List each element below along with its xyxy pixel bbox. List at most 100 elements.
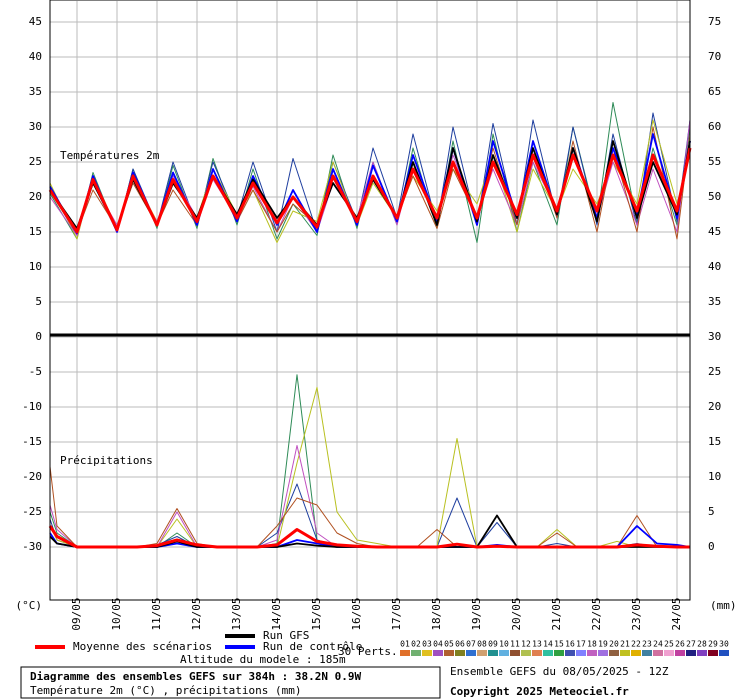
x-tick-label: 20/05 (510, 597, 523, 630)
altitude: Altitude du modele : 185m (180, 653, 346, 666)
x-tick-label: 21/05 (550, 597, 563, 630)
y-tick-label: 20 (29, 190, 42, 203)
member-label: 11 (510, 640, 520, 649)
member-label: 19 (598, 640, 608, 649)
y-tick-label: -30 (22, 540, 42, 553)
y2-tick-label: 45 (708, 225, 721, 238)
member-swatch (411, 650, 421, 656)
member-swatch (631, 650, 641, 656)
member-swatch (719, 650, 729, 656)
member-swatch (477, 650, 487, 656)
footer-subtitle: Température 2m (°C) , précipitations (mm… (30, 684, 302, 697)
member-label: 24 (653, 640, 663, 649)
y-axis-unit: (°C) (16, 599, 43, 612)
member-label: 17 (576, 640, 586, 649)
run-info: Ensemble GEFS du 08/05/2025 - 12Z (450, 665, 669, 678)
y2-tick-label: 5 (708, 505, 715, 518)
member-label: 10 (499, 640, 509, 649)
member-label: 18 (587, 640, 597, 649)
member-label: 25 (664, 640, 674, 649)
y-tick-label: 40 (29, 50, 42, 63)
y2-tick-label: 75 (708, 15, 721, 28)
lines-layer (48, 102, 692, 549)
member-swatch (455, 650, 465, 656)
y2-axis-unit: (mm) (710, 599, 737, 612)
member-swatch (675, 650, 685, 656)
legend-label: Run GFS (263, 629, 309, 642)
member-label: 26 (675, 640, 685, 649)
y-tick-label: 5 (35, 295, 42, 308)
member-label: 28 (697, 640, 707, 649)
member-swatch (642, 650, 652, 656)
x-tick-label: 09/05 (70, 597, 83, 630)
y-tick-label: -10 (22, 400, 42, 413)
y2-tick-label: 0 (708, 540, 715, 553)
y-tick-label: 0 (35, 330, 42, 343)
x-tick-label: 23/05 (630, 597, 643, 630)
x-tick-label: 24/05 (670, 597, 683, 630)
x-tick-label: 16/05 (350, 597, 363, 630)
member-label: 22 (631, 640, 641, 649)
y2-tick-label: 20 (708, 400, 721, 413)
footer-box (20, 666, 441, 699)
x-tick-label: 12/05 (190, 597, 203, 630)
member-swatch (565, 650, 575, 656)
series-line (48, 525, 690, 549)
member-swatch (499, 650, 509, 656)
y-tick-label: 25 (29, 155, 42, 168)
y-tick-label: 35 (29, 85, 42, 98)
y-tick-label: -15 (22, 435, 42, 448)
member-label: 14 (543, 640, 553, 649)
x-tick-label: 17/05 (390, 597, 403, 630)
x-tick-label: 15/05 (310, 597, 323, 630)
y-tick-label: 10 (29, 260, 42, 273)
member-swatch (620, 650, 630, 656)
member-swatch (653, 650, 663, 656)
member-swatch (521, 650, 531, 656)
y2-tick-label: 70 (708, 50, 721, 63)
member-swatch (664, 650, 674, 656)
y-tick-label: -5 (29, 365, 42, 378)
y2-tick-label: 40 (708, 260, 721, 273)
member-label: 03 (422, 640, 432, 649)
member-label: 13 (532, 640, 542, 649)
x-tick-label: 13/05 (230, 597, 243, 630)
series-line (48, 147, 692, 234)
footer-title: Diagramme des ensembles GEFS sur 384h : … (30, 670, 362, 683)
member-swatch (554, 650, 564, 656)
member-label: 20 (609, 640, 619, 649)
member-swatch (422, 650, 432, 656)
grid-layer (50, 1, 690, 600)
x-tick-label: 10/05 (110, 597, 123, 630)
member-label: 23 (642, 640, 652, 649)
member-label: 15 (554, 640, 564, 649)
plot-frame (49, 0, 691, 601)
panel-label: Précipitations (60, 454, 153, 467)
x-tick-label: 19/05 (470, 597, 483, 630)
x-tick-label: 18/05 (430, 597, 443, 630)
y2-tick-label: 30 (708, 330, 721, 343)
y-tick-label: -20 (22, 470, 42, 483)
y-tick-label: 45 (29, 15, 42, 28)
x-tick-label: 11/05 (150, 597, 163, 630)
member-label: 27 (686, 640, 696, 649)
members-label: 30 Perts. (338, 645, 398, 658)
member-swatch (400, 650, 410, 656)
y2-tick-label: 10 (708, 470, 721, 483)
member-label: 09 (488, 640, 498, 649)
y-tick-label: -25 (22, 505, 42, 518)
member-swatch (510, 650, 520, 656)
member-label: 01 (400, 640, 410, 649)
member-label: 04 (433, 640, 443, 649)
member-label: 29 (708, 640, 718, 649)
member-swatch (598, 650, 608, 656)
member-swatch (576, 650, 586, 656)
member-label: 12 (521, 640, 531, 649)
member-label: 16 (565, 640, 575, 649)
member-label: 06 (455, 640, 465, 649)
member-swatch (697, 650, 707, 656)
copyright: Copyright 2025 Meteociel.fr (450, 685, 629, 698)
y2-tick-label: 60 (708, 120, 721, 133)
y2-tick-label: 15 (708, 435, 721, 448)
